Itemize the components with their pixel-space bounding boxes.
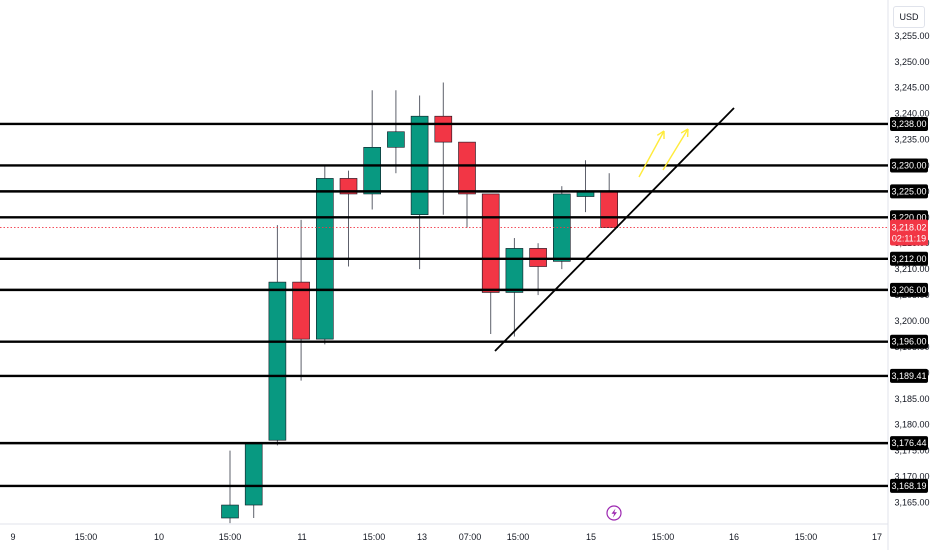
candle-body[interactable] — [481, 193, 500, 293]
level-price-label: 3,225.00 — [890, 184, 928, 199]
level-price-label: 3,212.00 — [890, 251, 928, 266]
price-tick-label: 3,175.00 — [894, 446, 929, 456]
time-tick-label: 15:00 — [652, 532, 675, 542]
svg-text:3,230.00: 3,230.00 — [891, 160, 926, 170]
svg-text:3,212.00: 3,212.00 — [891, 254, 926, 264]
countdown-timer: 02:11:19 — [892, 234, 926, 244]
price-tick-label: 3,200.00 — [894, 316, 929, 326]
price-tick-label: 3,170.00 — [894, 472, 929, 482]
price-tick-label: 3,185.00 — [894, 394, 929, 404]
currency-label[interactable]: USD — [893, 6, 925, 28]
svg-text:3,176.44: 3,176.44 — [891, 438, 926, 448]
candle-body[interactable] — [221, 504, 239, 519]
time-tick-label: 15 — [586, 532, 596, 542]
level-price-labels: 3,238.00 3,230.00 3,225.00 3,220.00 3,212.00… — [890, 116, 928, 493]
svg-text:3,238.00: 3,238.00 — [891, 119, 926, 129]
yellow-arrow[interactable] — [662, 128, 689, 171]
level-price-label: 3,238.00 — [890, 116, 928, 131]
time-tick-label: 15:00 — [219, 532, 242, 542]
time-tick-label: 13 — [417, 532, 427, 542]
axis-lines — [0, 0, 889, 550]
level-price-label: 3,176.44 — [890, 436, 928, 451]
candle-body[interactable] — [600, 191, 619, 228]
candle-body[interactable] — [363, 146, 382, 195]
lightning-icon[interactable] — [606, 505, 622, 521]
svg-text:3,189.41: 3,189.41 — [891, 371, 926, 381]
candle-bodies[interactable] — [221, 115, 619, 519]
level-price-label: 3,230.00 — [890, 158, 928, 173]
time-tick-label: 16 — [729, 532, 739, 542]
trend-line[interactable] — [494, 107, 735, 352]
candle-body[interactable] — [529, 248, 547, 267]
price-tick-label: 3,235.00 — [894, 135, 929, 145]
candle-body[interactable] — [244, 442, 263, 506]
candle-body[interactable] — [505, 248, 524, 293]
time-tick-label: 9 — [10, 532, 15, 542]
time-tick-label: 15:00 — [363, 532, 386, 542]
price-scale-ticks: 3,165.00 3,170.00 3,175.00 3,180.00 3,185.00… — [894, 31, 929, 508]
price-tick-label: 3,255.00 — [894, 31, 929, 41]
svg-text:3,196.00: 3,196.00 — [891, 337, 926, 347]
svg-text:3,225.00: 3,225.00 — [891, 186, 926, 196]
icons[interactable] — [606, 505, 622, 521]
svg-text:3,168.19: 3,168.19 — [891, 481, 926, 491]
price-tick-label: 3,165.00 — [894, 497, 929, 507]
candle-body[interactable] — [292, 281, 310, 340]
candle-body[interactable] — [434, 115, 453, 143]
candle-body[interactable] — [339, 178, 358, 195]
level-price-label: 3,168.19 — [890, 478, 928, 493]
time-tick-label: 15:00 — [75, 532, 98, 542]
price-tick-label: 3,245.00 — [894, 83, 929, 93]
level-price-label: 3,189.41 — [890, 368, 928, 383]
time-tick-label: 07:00 — [459, 532, 482, 542]
price-tick-label: 3,240.00 — [894, 109, 929, 119]
candle-body[interactable] — [458, 141, 476, 195]
price-tick-label: 3,180.00 — [894, 420, 929, 430]
time-tick-label: 15:00 — [507, 532, 530, 542]
price-tick-label: 3,250.00 — [894, 57, 929, 67]
horizontal-levels[interactable] — [0, 122, 888, 488]
level-price-label: 3,196.00 — [890, 334, 928, 349]
time-tick-label: 10 — [154, 532, 164, 542]
svg-text:3,206.00: 3,206.00 — [891, 285, 926, 295]
price-tick-label: 3,210.00 — [894, 264, 929, 274]
time-tick-label: 17 — [872, 532, 882, 542]
candle-body[interactable] — [387, 131, 405, 148]
svg-text:3,220.00: 3,220.00 — [891, 212, 926, 222]
current-price-value: 3,218.02 — [891, 223, 926, 233]
level-price-label: 3,206.00 — [890, 282, 928, 297]
drawings[interactable] — [494, 107, 735, 352]
yellow-arrow[interactable] — [638, 130, 665, 178]
candle-body[interactable] — [268, 281, 287, 441]
time-scale-ticks: 9 15:00 10 15:00 11 15:00 13 07:00 15:00 15 15:00 1… — [10, 532, 882, 542]
time-tick-label: 15:00 — [795, 532, 818, 542]
time-tick-label: 11 — [297, 532, 306, 542]
